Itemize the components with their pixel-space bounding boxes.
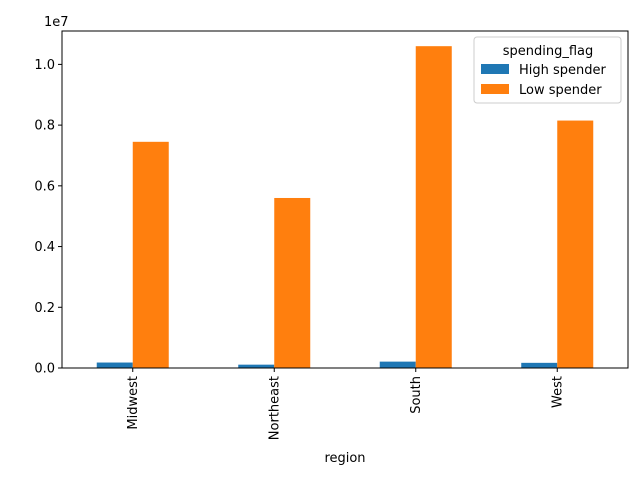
x-tick-label: South [409, 376, 424, 414]
y-ticks-group: 0.0 0.2 0.4 0.6 0.8 1.0 [34, 58, 62, 377]
legend-label: High spender [519, 63, 607, 78]
bars-group [96, 46, 594, 369]
x-tick-label: Midwest [126, 376, 141, 430]
y-tick-label: 0.8 [34, 119, 55, 134]
legend-label: Low spender [519, 83, 602, 98]
x-tick-label: West [550, 376, 565, 408]
legend-title: spending_flag [503, 44, 594, 59]
x-axis-label: region [324, 451, 365, 466]
bar-high-spender-south [379, 361, 416, 368]
bar-low-spender-northeast [274, 197, 311, 368]
y-tick-label: 0.2 [34, 301, 55, 316]
bar-high-spender-west [521, 362, 558, 368]
x-tick-label: Northeast [267, 376, 282, 440]
y-tick-label: 0.0 [34, 362, 55, 377]
bar-low-spender-west [557, 120, 594, 368]
y-offset-label: 1e7 [44, 15, 69, 30]
legend-frame [473, 36, 622, 104]
legend-swatch [481, 84, 509, 94]
y-tick-label: 0.4 [34, 240, 55, 255]
legend-entries: High spender Low spender [481, 63, 607, 98]
legend-swatch [481, 64, 509, 74]
bar-low-spender-south [415, 46, 452, 369]
x-ticks-group: Midwest Northeast South West [126, 368, 565, 440]
y-tick-label: 1.0 [34, 58, 55, 73]
bar-high-spender-northeast [238, 364, 275, 368]
y-tick-label: 0.6 [34, 179, 55, 194]
bar-low-spender-midwest [132, 141, 169, 368]
plot-frame [61, 30, 629, 369]
bar-high-spender-midwest [96, 362, 133, 368]
legend: spending_flag High spender Low spender [473, 36, 622, 104]
